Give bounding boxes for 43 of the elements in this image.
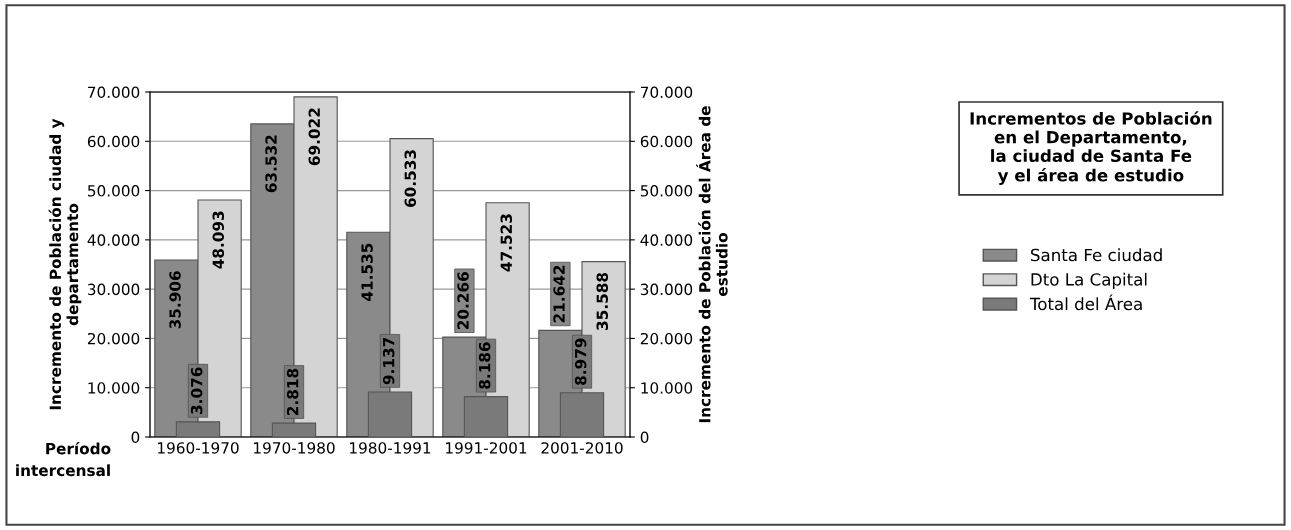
data-label: 9.137 bbox=[382, 337, 395, 385]
y-axis-title: Incremento de Población ciudad y departamento bbox=[48, 118, 82, 410]
y2-tick-label: 70.000 bbox=[640, 86, 693, 99]
x-tick-label: 2001-2010 bbox=[541, 442, 623, 454]
x-tick-label: 1991-2001 bbox=[446, 442, 527, 454]
y-tick-label: 20.000 bbox=[87, 332, 140, 345]
data-label: 47.523 bbox=[500, 214, 513, 272]
y2-tick-label: 60.000 bbox=[640, 135, 693, 148]
y-tick-label: 30.000 bbox=[87, 283, 140, 296]
y-tick-label: 70.000 bbox=[88, 86, 140, 99]
y2-tick-label: 20.000 bbox=[640, 332, 693, 345]
y-tick-label: 10.000 bbox=[88, 382, 140, 394]
x-axis-title: Período intercensal bbox=[16, 441, 111, 477]
y-tick-label: 40.000 bbox=[87, 234, 140, 246]
y-tick-label: 60.000 bbox=[87, 135, 140, 148]
data-label: 60.533 bbox=[404, 150, 417, 208]
y-tick-label: 0 bbox=[131, 431, 140, 444]
data-label: 63.532 bbox=[265, 135, 277, 193]
y-tick-label: 50.000 bbox=[88, 185, 140, 197]
y2-tick-label: 40.000 bbox=[640, 234, 693, 246]
y2-tick-label: 10.000 bbox=[641, 382, 693, 394]
legend-label: Santa Fe ciudad bbox=[1031, 248, 1162, 262]
x-tick-label: 1960-1970 bbox=[158, 442, 239, 454]
data-label: 21.642 bbox=[553, 265, 565, 323]
data-label: 3.076 bbox=[190, 367, 203, 414]
data-label: 69.022 bbox=[308, 108, 321, 166]
y2-tick-label: 30.000 bbox=[640, 283, 693, 296]
data-label: 35.906 bbox=[169, 271, 181, 329]
y2-tick-label: 0 bbox=[640, 431, 649, 444]
text: Incrementos de Población en el Departamento, la ciudad de Santa Fe y el área de estudio bbox=[970, 111, 1212, 185]
data-label: 8.979 bbox=[574, 338, 587, 385]
data-label: 20.266 bbox=[457, 272, 469, 330]
data-label: 41.535 bbox=[361, 243, 373, 301]
legend-label: Total del Área bbox=[1029, 294, 1142, 311]
legend-label: Dto La Capital bbox=[1031, 272, 1147, 289]
y2-axis-title: Incremento de Población del Área de estudio bbox=[696, 106, 728, 423]
data-label: 48.093 bbox=[212, 211, 225, 269]
x-tick-label: 1970-1980 bbox=[254, 442, 335, 454]
y2-tick-label: 50.000 bbox=[640, 185, 693, 197]
data-label: 8.186 bbox=[478, 342, 491, 389]
x-tick-label: 1980-1991 bbox=[350, 442, 431, 454]
data-label: 2.818 bbox=[286, 368, 299, 415]
data-label: 35.588 bbox=[596, 272, 609, 330]
